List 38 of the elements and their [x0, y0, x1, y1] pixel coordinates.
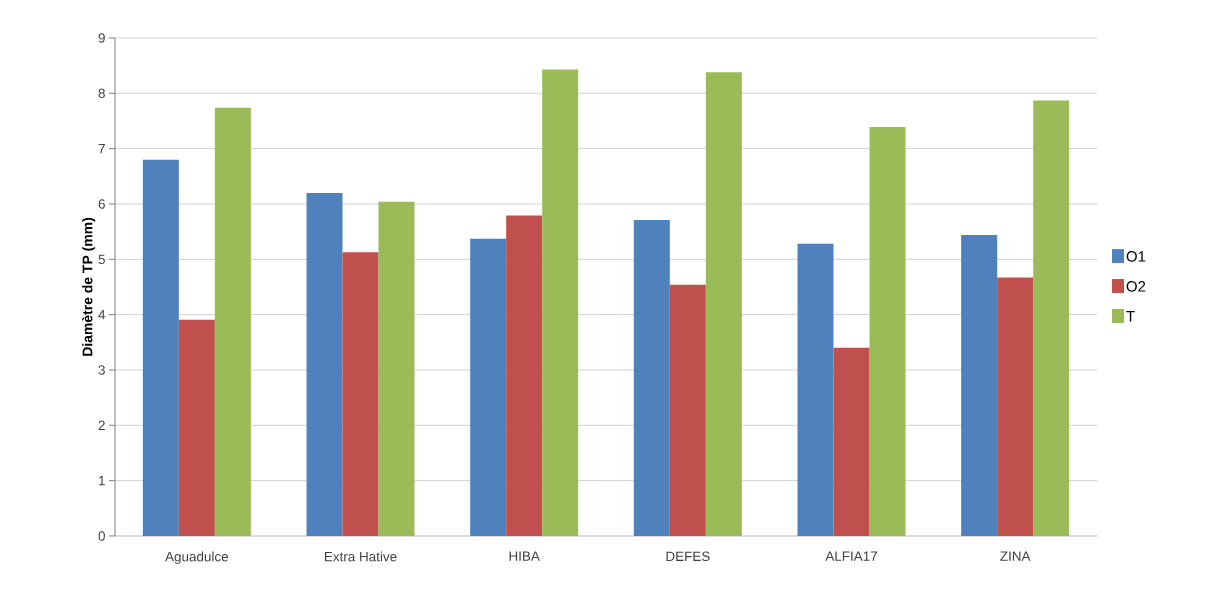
- x-tick-label: ZINA: [1000, 551, 1031, 561]
- bar: [470, 238, 507, 536]
- bar: [542, 69, 579, 536]
- y-tick-label: 9: [98, 33, 105, 43]
- bar: [342, 252, 379, 536]
- bar: [833, 347, 870, 536]
- bar: [142, 159, 179, 536]
- bar: [705, 72, 742, 536]
- y-tick-label: 8: [98, 88, 105, 99]
- bar: [378, 201, 415, 536]
- x-tick-label: Extra Hative: [324, 551, 397, 562]
- legend-label: T: [1126, 311, 1135, 322]
- y-tick-label: 1: [99, 476, 105, 486]
- bar: [633, 220, 670, 536]
- y-axis-title: Diamètre de TP (mm): [82, 217, 96, 356]
- y-tick-label: 7: [98, 144, 105, 154]
- x-tick-label: HIBA: [509, 551, 540, 561]
- y-tick-label: 0: [98, 531, 105, 541]
- x-tick-label: ALFIA17: [825, 551, 878, 561]
- bar: [961, 234, 998, 536]
- x-tick-label: DEFES: [666, 551, 710, 562]
- legend-label: O1: [1126, 251, 1146, 262]
- bar: [797, 243, 834, 536]
- bar: [506, 215, 543, 536]
- y-tick-label: 2: [98, 420, 105, 431]
- bar: [869, 127, 906, 536]
- bar: [306, 192, 343, 536]
- x-tick-label: Aguadulce: [165, 551, 229, 565]
- bar: [997, 277, 1034, 536]
- bar: [214, 107, 251, 536]
- y-tick-label: 6: [98, 199, 105, 209]
- y-tick-label: 4: [98, 310, 106, 320]
- bar: [1033, 100, 1070, 536]
- legend-label: O2: [1126, 281, 1146, 292]
- y-tick-label: 3: [98, 365, 105, 375]
- bar: [178, 319, 215, 536]
- y-tick-label: 5: [98, 254, 105, 265]
- bar: [669, 284, 706, 536]
